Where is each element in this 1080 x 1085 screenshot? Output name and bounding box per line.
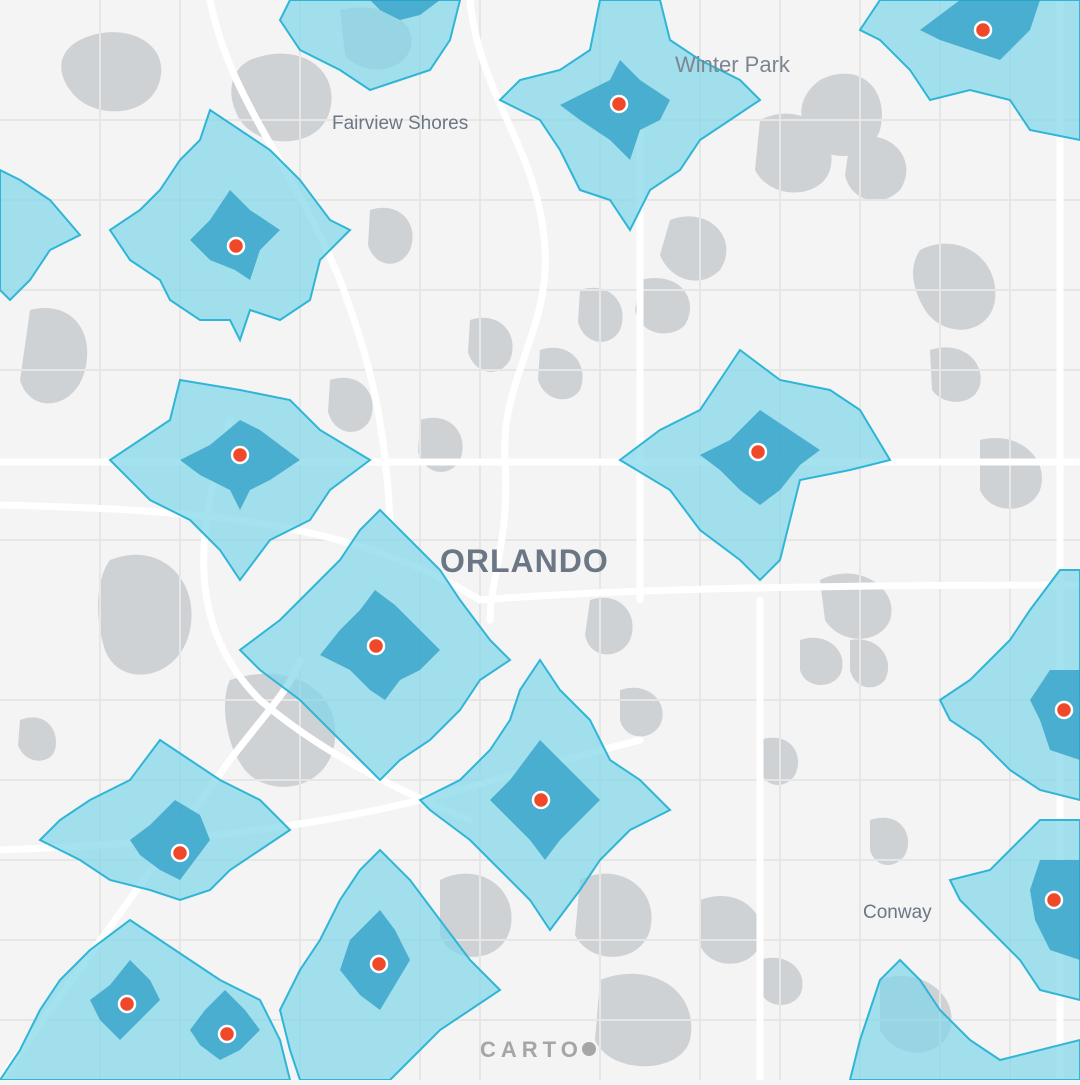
- station-marker[interactable]: [217, 1024, 237, 1044]
- place-label-winter-park: Winter Park: [675, 52, 791, 77]
- station-marker[interactable]: [748, 442, 768, 462]
- station-marker[interactable]: [609, 94, 629, 114]
- station-marker[interactable]: [973, 20, 993, 40]
- station-marker[interactable]: [1044, 890, 1064, 910]
- city-label-orlando: ORLANDO: [440, 543, 609, 579]
- station-marker[interactable]: [366, 636, 386, 656]
- station-marker[interactable]: [230, 445, 250, 465]
- station-marker[interactable]: [369, 954, 389, 974]
- station-markers-layer[interactable]: [117, 20, 1074, 1044]
- place-label-fairview-shores: Fairview Shores: [332, 113, 468, 134]
- place-label-conway: Conway: [863, 902, 932, 923]
- station-marker[interactable]: [226, 236, 246, 256]
- carto-attribution: CARTO: [480, 1037, 583, 1062]
- station-marker[interactable]: [170, 843, 190, 863]
- station-marker[interactable]: [531, 790, 551, 810]
- carto-logo-dot: [582, 1042, 596, 1056]
- station-marker[interactable]: [117, 994, 137, 1014]
- station-marker[interactable]: [1054, 700, 1074, 720]
